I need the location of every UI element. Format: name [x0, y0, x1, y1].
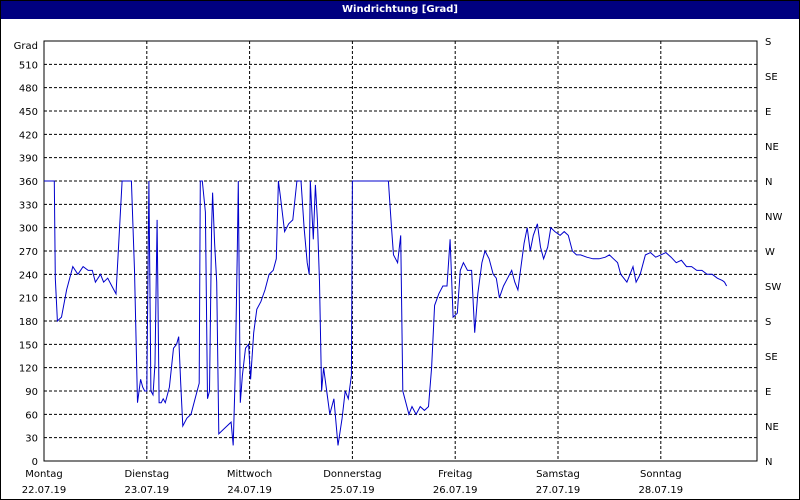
x-date-label: 22.07.19 — [22, 485, 67, 496]
x-date-label: 28.07.19 — [639, 485, 684, 496]
x-date-label: 26.07.19 — [433, 485, 478, 496]
y-tick-label: 360 — [19, 177, 38, 188]
compass-tick-label: E — [765, 107, 771, 118]
y-tick-label: 510 — [19, 60, 38, 71]
y-tick-label: 180 — [19, 317, 38, 328]
compass-tick-label: SE — [765, 352, 778, 363]
y-tick-label: 270 — [19, 247, 38, 258]
compass-tick-label: SE — [765, 72, 778, 83]
compass-tick-label: N — [765, 457, 772, 468]
compass-tick-label: NE — [765, 142, 779, 153]
x-date-label: 23.07.19 — [125, 485, 170, 496]
x-day-label: Samstag — [536, 469, 580, 480]
compass-tick-label: W — [765, 247, 775, 258]
x-date-label: 24.07.19 — [227, 485, 272, 496]
y-tick-label: 390 — [19, 154, 38, 165]
y-tick-label: 330 — [19, 200, 38, 211]
x-day-label: Dienstag — [125, 469, 170, 480]
y-axis-label: Grad — [14, 41, 38, 52]
series-line — [44, 180, 728, 446]
y-tick-label: 450 — [19, 107, 38, 118]
compass-tick-label: S — [765, 317, 771, 328]
y-tick-label: 60 — [25, 410, 38, 421]
y-tick-label: 0 — [32, 457, 38, 468]
y-tick-label: 30 — [25, 434, 38, 445]
y-tick-label: 210 — [19, 294, 38, 305]
x-date-label: 25.07.19 — [330, 485, 375, 496]
compass-tick-label: NE — [765, 422, 779, 433]
y-tick-label: 420 — [19, 130, 38, 141]
y-tick-label: 90 — [25, 387, 38, 398]
compass-tick-label: E — [765, 387, 771, 398]
y-tick-label: 480 — [19, 84, 38, 95]
window-title: Windrichtung [Grad] — [1, 1, 799, 19]
compass-tick-label: N — [765, 177, 772, 188]
y-tick-label: 120 — [19, 364, 38, 375]
compass-tick-label: NW — [765, 212, 782, 223]
x-day-label: Sonntag — [640, 469, 682, 480]
compass-tick-label: S — [765, 37, 771, 48]
y-tick-label: 300 — [19, 224, 38, 235]
compass-tick-label: SW — [765, 282, 781, 293]
x-day-label: Mittwoch — [227, 469, 272, 480]
x-day-label: Montag — [25, 469, 62, 480]
x-day-label: Donnerstag — [323, 469, 381, 480]
x-date-label: 27.07.19 — [536, 485, 581, 496]
y-tick-label: 240 — [19, 270, 38, 281]
x-day-label: Freitag — [438, 469, 472, 480]
y-tick-label: 150 — [19, 340, 38, 351]
